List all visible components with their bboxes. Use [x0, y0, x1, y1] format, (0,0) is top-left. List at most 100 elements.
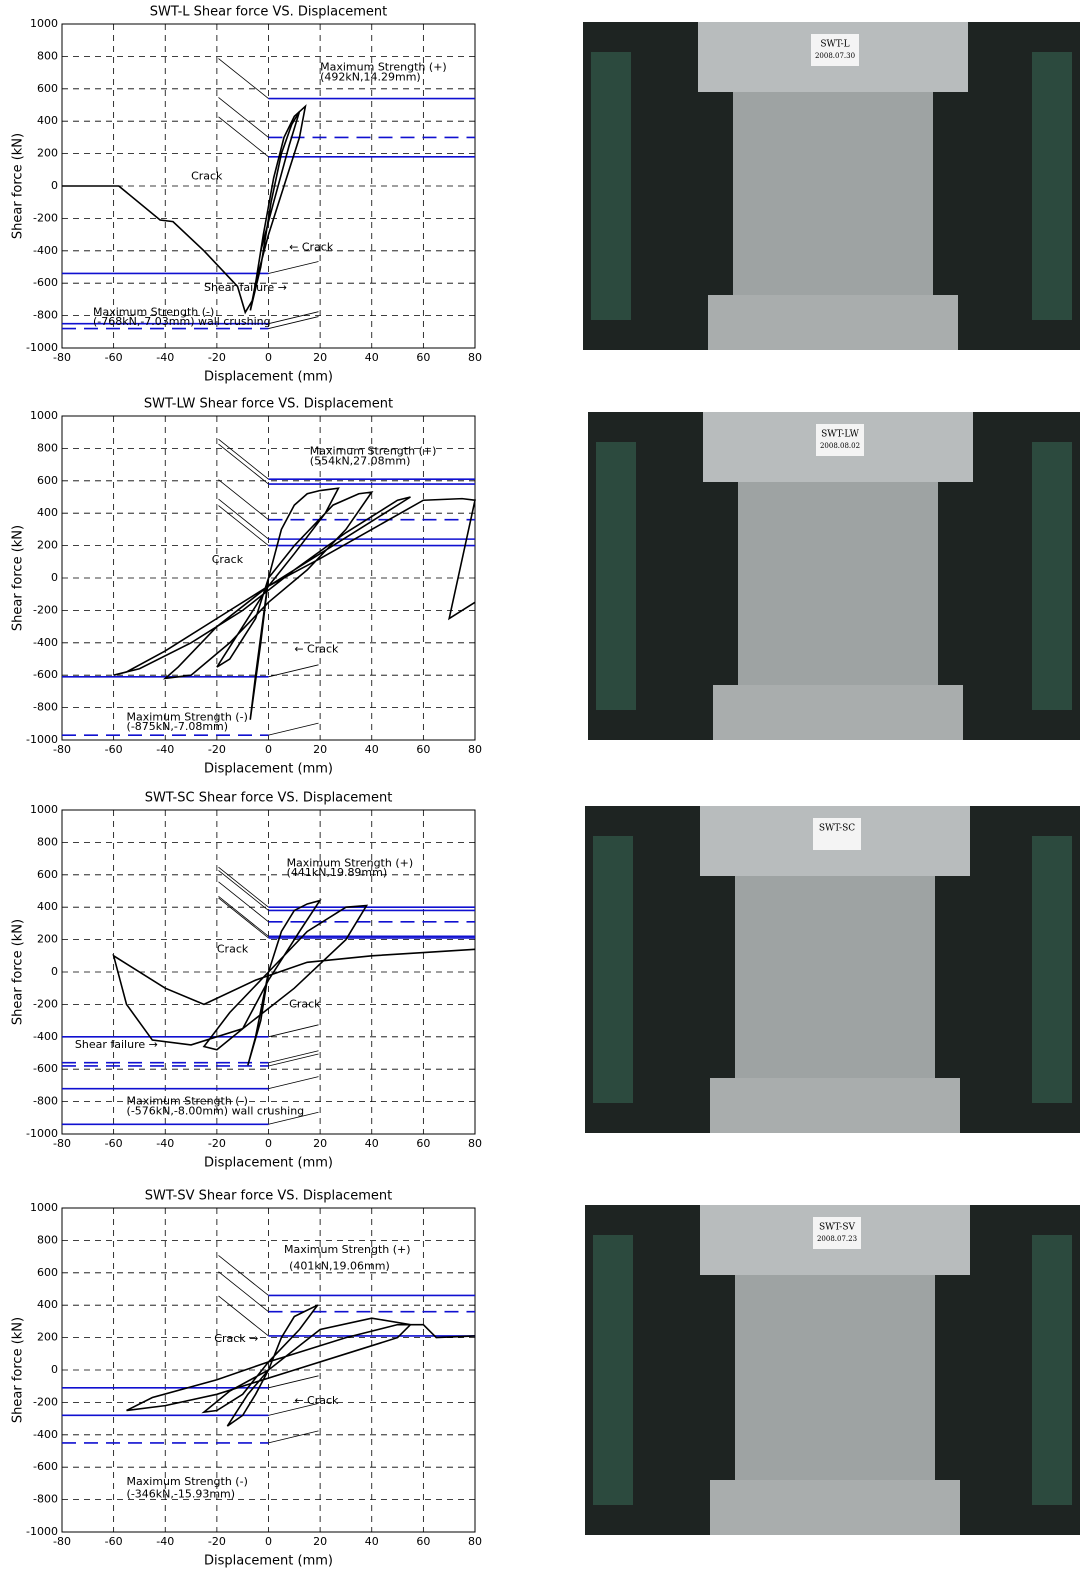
x-tick-label: 20: [313, 1535, 327, 1548]
y-tick-label: -400: [33, 636, 58, 649]
photo-base: [713, 685, 963, 740]
y-tick-label: -600: [33, 668, 58, 681]
y-tick-label: 400: [37, 1298, 58, 1311]
arrow: [218, 1255, 269, 1296]
chart-title: SWT-LW Shear force VS. Displacement: [144, 397, 393, 412]
y-tick-label: 1000: [30, 409, 58, 422]
x-tick-label: 20: [313, 1137, 327, 1150]
arrow: [268, 1050, 319, 1064]
annotation: Maximum Strength (+): [310, 445, 437, 458]
photo-card: [813, 818, 861, 850]
annotation: (492kN,14.29mm): [320, 70, 421, 83]
x-tick-label: -80: [53, 743, 71, 756]
photo-column: [1032, 836, 1072, 1103]
photo-card: [813, 1217, 861, 1249]
annotation: Crack: [217, 942, 249, 955]
y-axis-label: Shear force (kN): [11, 133, 26, 239]
arrow: [218, 881, 269, 923]
arrow: [218, 1295, 269, 1337]
y-tick-label: -800: [33, 309, 58, 322]
annotation: Crack: [191, 169, 223, 182]
chart-title: SWT-L Shear force VS. Displacement: [150, 5, 388, 20]
y-tick-label: 800: [37, 49, 58, 62]
arrow: [268, 1024, 319, 1038]
photo-column: [593, 1235, 633, 1505]
x-tick-label: 60: [416, 351, 430, 364]
photo-label: SWT-L: [820, 40, 849, 50]
y-tick-label: 600: [37, 474, 58, 487]
y-tick-label: 200: [37, 147, 58, 160]
annotation: Maximum Strength (-): [93, 305, 214, 318]
x-tick-label: -80: [53, 351, 71, 364]
y-tick-label: 600: [37, 82, 58, 95]
y-tick-label: -200: [33, 211, 58, 224]
x-tick-label: 80: [468, 743, 482, 756]
y-tick-label: 800: [37, 1233, 58, 1246]
arrow: [268, 664, 319, 678]
arrow: [218, 58, 269, 99]
y-tick-label: 400: [37, 900, 58, 913]
y-axis-label: Shear force (kN): [11, 525, 26, 631]
x-tick-label: -40: [156, 1535, 174, 1548]
x-tick-label: -60: [105, 1137, 123, 1150]
photo-base: [710, 1078, 960, 1133]
arrow: [218, 116, 269, 158]
x-tick-label: 20: [313, 351, 327, 364]
y-tick-label: -1000: [26, 1525, 58, 1538]
x-tick-label: 40: [365, 1535, 379, 1548]
arrow: [218, 438, 269, 480]
hysteresis-curve: [62, 104, 307, 315]
photo-column: [1032, 442, 1072, 710]
photo-card: [811, 34, 859, 66]
y-tick-label: -1000: [26, 733, 58, 746]
annotation: Maximum Strength (-): [127, 1095, 248, 1108]
x-tick-label: -40: [156, 1137, 174, 1150]
x-axis-label: Displacement (mm): [204, 1156, 333, 1171]
photo-wall: [733, 92, 933, 300]
arrow: [218, 443, 269, 485]
x-tick-label: -20: [208, 743, 226, 756]
y-tick-label: -800: [33, 1095, 58, 1108]
x-tick-label: -60: [105, 743, 123, 756]
hysteresis-curve: [113, 487, 476, 720]
x-tick-label: 40: [365, 1137, 379, 1150]
photo-date: 2008.07.30: [815, 52, 855, 60]
y-tick-label: -400: [33, 1428, 58, 1441]
x-tick-label: -40: [156, 743, 174, 756]
annotation: (-576kN,-8.00mm) wall crushing: [127, 1104, 305, 1117]
y-tick-label: 400: [37, 506, 58, 519]
y-tick-label: 600: [37, 1266, 58, 1279]
photo-date: 2008.08.02: [820, 442, 860, 450]
x-tick-label: 40: [365, 351, 379, 364]
x-tick-label: 20: [313, 743, 327, 756]
y-tick-label: -600: [33, 1062, 58, 1075]
arrow: [218, 896, 269, 937]
arrow: [218, 866, 269, 908]
arrow: [268, 1076, 319, 1090]
y-tick-label: -600: [33, 276, 58, 289]
y-tick-label: -200: [33, 603, 58, 616]
arrow: [218, 1271, 269, 1312]
annotation: Crack: [289, 997, 321, 1010]
x-tick-label: -80: [53, 1137, 71, 1150]
arrow: [268, 316, 319, 329]
y-tick-label: 200: [37, 933, 58, 946]
x-tick-label: 60: [416, 1535, 430, 1548]
x-tick-label: -80: [53, 1535, 71, 1548]
photo-label: SWT-SC: [819, 824, 855, 834]
y-tick-label: -400: [33, 244, 58, 257]
y-tick-label: 1000: [30, 17, 58, 30]
x-tick-label: 60: [416, 743, 430, 756]
photo-column: [596, 442, 636, 710]
x-tick-label: 60: [416, 1137, 430, 1150]
photo-label: SWT-SV: [819, 1223, 855, 1233]
hysteresis-curve: [112, 899, 476, 1066]
x-tick-label: -20: [208, 1137, 226, 1150]
y-tick-label: -600: [33, 1460, 58, 1473]
arrow: [218, 897, 269, 939]
annotation: Shear failure →: [75, 1038, 158, 1051]
annotation: Crack →: [214, 1332, 258, 1345]
annotation: Maximum Strength (-): [127, 1475, 248, 1488]
y-tick-label: 400: [37, 114, 58, 127]
y-tick-label: 600: [37, 868, 58, 881]
